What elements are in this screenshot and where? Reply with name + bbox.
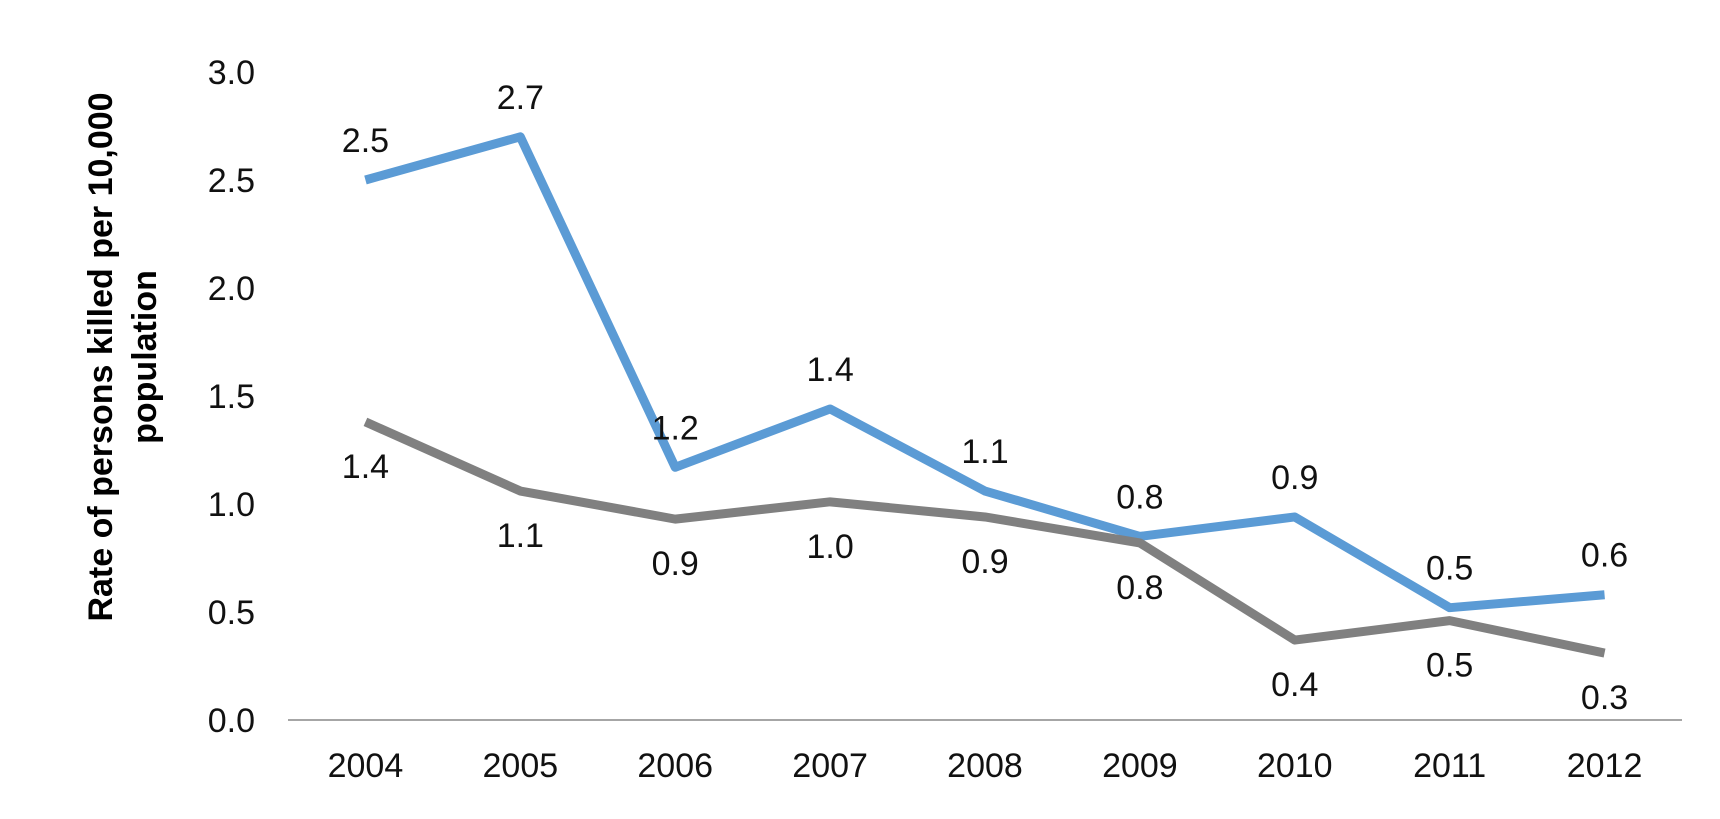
x-axis-ticks: 2004 2005 2006 2007 2008 2009 2010 2011 2012 xyxy=(328,747,1643,785)
y-axis-title: Rate of persons killed per 10,000 popula… xyxy=(82,92,164,621)
y-tick-label: 0.0 xyxy=(208,702,255,740)
x-tick-label: 2006 xyxy=(637,747,713,785)
series-layer xyxy=(363,132,1606,658)
data-label: 0.4 xyxy=(1271,666,1318,704)
data-label: 0.9 xyxy=(1271,459,1318,497)
data-label: 2.5 xyxy=(342,122,389,160)
y-tick-label: 1.0 xyxy=(208,486,255,524)
data-label: 0.9 xyxy=(961,543,1008,581)
data-labels: 2.5 2.7 1.2 1.4 1.1 0.8 0.9 0.5 0.6 1.4 1.1 0.9 1.0 0… xyxy=(342,79,1628,717)
x-tick-label: 2012 xyxy=(1567,747,1643,785)
x-tick-label: 2004 xyxy=(328,747,404,785)
data-label: 1.4 xyxy=(806,351,853,389)
data-label: 0.6 xyxy=(1581,537,1628,575)
y-tick-label: 0.5 xyxy=(208,594,255,632)
data-label: 1.0 xyxy=(806,528,853,566)
y-tick-label: 3.0 xyxy=(208,54,255,92)
data-label: 0.8 xyxy=(1116,478,1163,516)
y-tick-label: 2.5 xyxy=(208,162,255,200)
x-tick-label: 2008 xyxy=(947,747,1023,785)
series-line-1 xyxy=(364,132,1605,613)
data-label: 1.4 xyxy=(342,448,389,486)
y-axis-title-line-1: Rate of persons killed per 10,000 xyxy=(82,92,120,621)
y-tick-label: 1.5 xyxy=(208,378,255,416)
data-label: 0.5 xyxy=(1426,647,1473,685)
data-label: 2.7 xyxy=(497,79,544,117)
data-label: 1.1 xyxy=(961,433,1008,471)
data-label: 1.2 xyxy=(652,409,699,447)
series-line-2 xyxy=(363,417,1606,658)
data-label: 0.5 xyxy=(1426,550,1473,588)
data-label: 0.3 xyxy=(1581,679,1628,717)
x-tick-label: 2010 xyxy=(1257,747,1333,785)
y-axis-ticks: 0.0 0.5 1.0 1.5 2.0 2.5 3.0 xyxy=(208,54,255,740)
data-label: 0.8 xyxy=(1116,569,1163,607)
x-tick-label: 2009 xyxy=(1102,747,1178,785)
x-tick-label: 2007 xyxy=(792,747,868,785)
data-label: 0.9 xyxy=(652,545,699,583)
y-tick-label: 2.0 xyxy=(208,270,255,308)
x-tick-label: 2011 xyxy=(1413,747,1486,785)
x-tick-label: 2005 xyxy=(483,747,559,785)
data-label: 1.1 xyxy=(497,517,544,555)
y-axis-title-line-2: population xyxy=(126,270,164,444)
